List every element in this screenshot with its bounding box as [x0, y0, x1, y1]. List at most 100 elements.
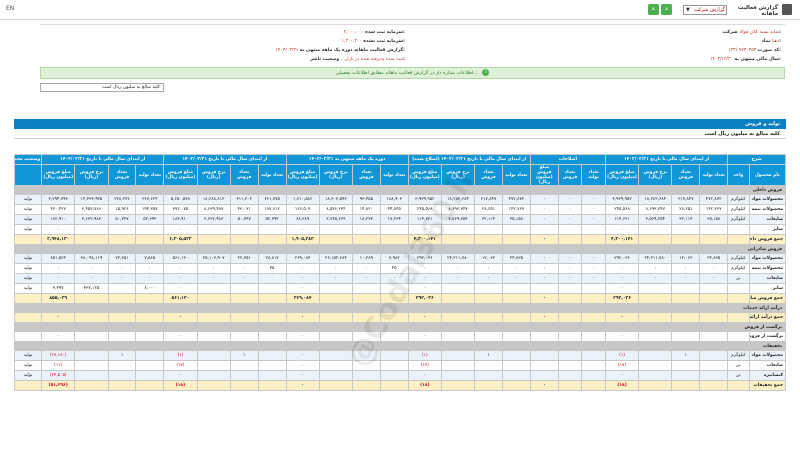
table-cell: ۰ — [257, 273, 287, 284]
notice-bar: اطلاعات ستاره دار در گزارش فعالیت ماهانه… — [40, 67, 785, 79]
table-cell — [501, 312, 531, 323]
table-cell — [229, 370, 259, 381]
table-cell — [557, 331, 583, 342]
table-cell: ۴,۳۰۰,۱۴۱ — [407, 234, 442, 245]
table-cell: ۲۵,۱۰۳,۹۰۷ — [196, 253, 231, 264]
table-cell — [74, 380, 109, 391]
table-cell — [351, 234, 381, 245]
table-cell — [74, 331, 109, 342]
table-cell — [379, 224, 409, 235]
table-cell — [74, 350, 109, 361]
table-cell — [727, 224, 750, 235]
table-cell: (۱۸) — [163, 380, 198, 391]
table-cell: (۲۷,۱۸۰) — [41, 350, 76, 361]
table-cell — [379, 293, 409, 304]
table-cell: ۱۸,۲۸۲,۶۸۴ — [638, 194, 673, 205]
column-group-header: از ابتدای سال مالی تا تاریخ ۱۴۰۲/۰۳/۳۱ — [41, 154, 165, 165]
column-header: مبلغ فروش (میلیون ریال) — [604, 164, 640, 186]
column-header: مبلغ فروش (میلیون ریال) — [407, 164, 442, 186]
table-cell — [257, 331, 287, 342]
column-header: مبلغ فروش (میلیون ریال) — [285, 164, 320, 186]
table-cell: ۳,۹۴۸,۱۳۰ — [41, 234, 76, 245]
language-toggle[interactable]: EN — [6, 5, 15, 12]
table-cell: ۰ — [285, 283, 320, 294]
table-cell: ۲۴,۸۳۵ — [501, 253, 531, 264]
table-cell: ۰ — [229, 273, 259, 284]
table-cell: ۰ — [501, 273, 531, 284]
table-cell — [529, 283, 559, 294]
table-cell — [529, 224, 559, 235]
table-cell — [671, 293, 701, 304]
table-row: سایر ۰ ۰ ۰ ۰ ۰ تولید — [13, 224, 787, 235]
table-cell — [107, 283, 137, 294]
table-cell: ۴۷۰,۴۲۷ — [41, 204, 76, 215]
table-cell — [638, 360, 673, 371]
table-cell: ۳۷۲,۰۷۵ — [163, 204, 198, 215]
company-label: شرکت: — [722, 30, 781, 35]
table-cell: ۰ — [285, 350, 320, 361]
capital-value: ۲,۰۰۰,۰۰۰ — [343, 30, 364, 35]
table-cell: ۰ — [671, 263, 701, 274]
table-cell — [196, 312, 231, 323]
table-total-row: جمع فروش صادراتی ۲۹۲,۰۳۶ ۰ ۲۹۲,۰۳۶ ۲۶۹,۰۸۴ ۵۶… — [13, 293, 787, 304]
column-header: نرخ فروش (ریال) — [196, 164, 231, 186]
table-cell: ۰ — [604, 312, 640, 323]
table-cell — [379, 283, 409, 294]
table-cell: ۲۲۸,۲۷۲ — [107, 194, 137, 205]
table-cell — [107, 370, 137, 381]
table-cell: ۰ — [529, 380, 559, 391]
table-cell — [257, 312, 287, 323]
table-cell — [257, 234, 287, 245]
table-cell: ۰ — [41, 263, 76, 274]
table-cell: ۰ — [440, 263, 476, 274]
table-cell — [229, 234, 259, 245]
table-cell: تولید — [13, 350, 43, 361]
next-arrow-icon[interactable]: › — [661, 4, 672, 15]
table-cell: ۱۵,۹۲۶ — [107, 204, 137, 215]
table-group-row: برگشت از فروش — [14, 322, 786, 332]
table-cell: ۰ — [557, 253, 583, 264]
table-cell: ۸,۶۳۹,۴۸۷ — [196, 204, 231, 215]
column-header: واحد — [727, 164, 750, 186]
table-cell — [699, 370, 729, 381]
table-cell — [135, 312, 165, 323]
group-label: تخفیفات — [14, 341, 786, 351]
table-cell: تولید — [13, 360, 43, 371]
table-cell: ۴۳,۰۷۱ — [229, 204, 259, 215]
table-cell — [13, 312, 43, 323]
table-cell — [318, 234, 353, 245]
prev-arrow-icon[interactable]: ‹ — [648, 4, 659, 15]
table-cell — [196, 360, 231, 371]
data-table: شرح از ابتدای سال مالی تا تاریخ ۱۴۰۳/۰۲/۳… — [13, 154, 787, 391]
table-cell — [257, 224, 287, 235]
table-cell: ۰ — [74, 263, 109, 274]
table-cell: (۱۸) — [407, 380, 442, 391]
table-cell — [318, 370, 353, 381]
table-cell: ۰ — [440, 273, 476, 284]
table-cell: ۳,۴۹۷ — [41, 283, 76, 294]
table-cell: ۳۵,۱۵۸ — [501, 214, 531, 225]
group-label: درآمد ارائه خدمات — [14, 303, 786, 313]
table-cell: ۶۶۱,۷۷۵ — [257, 194, 287, 205]
table-cell: ۱۸۲,۹۱۰ — [41, 214, 76, 225]
table-cell: ۰ — [135, 263, 165, 274]
table-cell: ۰ — [196, 273, 231, 284]
table-cell: ۳۲,۱۱۴ — [671, 214, 701, 225]
table-cell — [257, 360, 287, 371]
table-cell — [107, 331, 137, 342]
table-cell: ۰ — [318, 263, 353, 274]
column-group-header: شرح — [727, 154, 786, 165]
report-type-select[interactable]: ▼ گزارش شرکت — [683, 5, 727, 15]
table-cell: ۰ — [407, 331, 442, 342]
period-value: ۱۴۰۳/۰۳/۳۱ — [275, 48, 299, 53]
table-cell: ۰ — [41, 312, 76, 323]
table-cell: ۲۸,۲۵۱ — [474, 204, 503, 215]
symbol-row: ذهبا نماد: — [762, 37, 781, 46]
table-cell: ۳,۷۴۵,۳۶۴ — [318, 214, 353, 225]
column-header: تعداد فروش — [474, 164, 503, 186]
table-cell — [727, 234, 750, 245]
table-cell: تولید — [13, 253, 43, 264]
table-row: محصولات نیمه ساختهکیلوگرم۰۰۰۰۰۰۰۰۰۰۰۴۵۰۰… — [13, 263, 787, 274]
table-cell — [379, 360, 409, 371]
table-cell: ۰ — [107, 273, 137, 284]
